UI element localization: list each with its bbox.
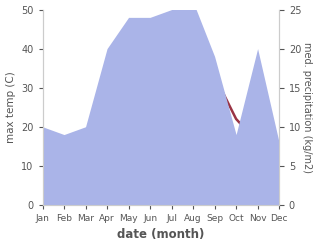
Y-axis label: max temp (C): max temp (C) xyxy=(5,71,16,143)
Y-axis label: med. precipitation (kg/m2): med. precipitation (kg/m2) xyxy=(302,42,313,173)
X-axis label: date (month): date (month) xyxy=(117,228,204,242)
